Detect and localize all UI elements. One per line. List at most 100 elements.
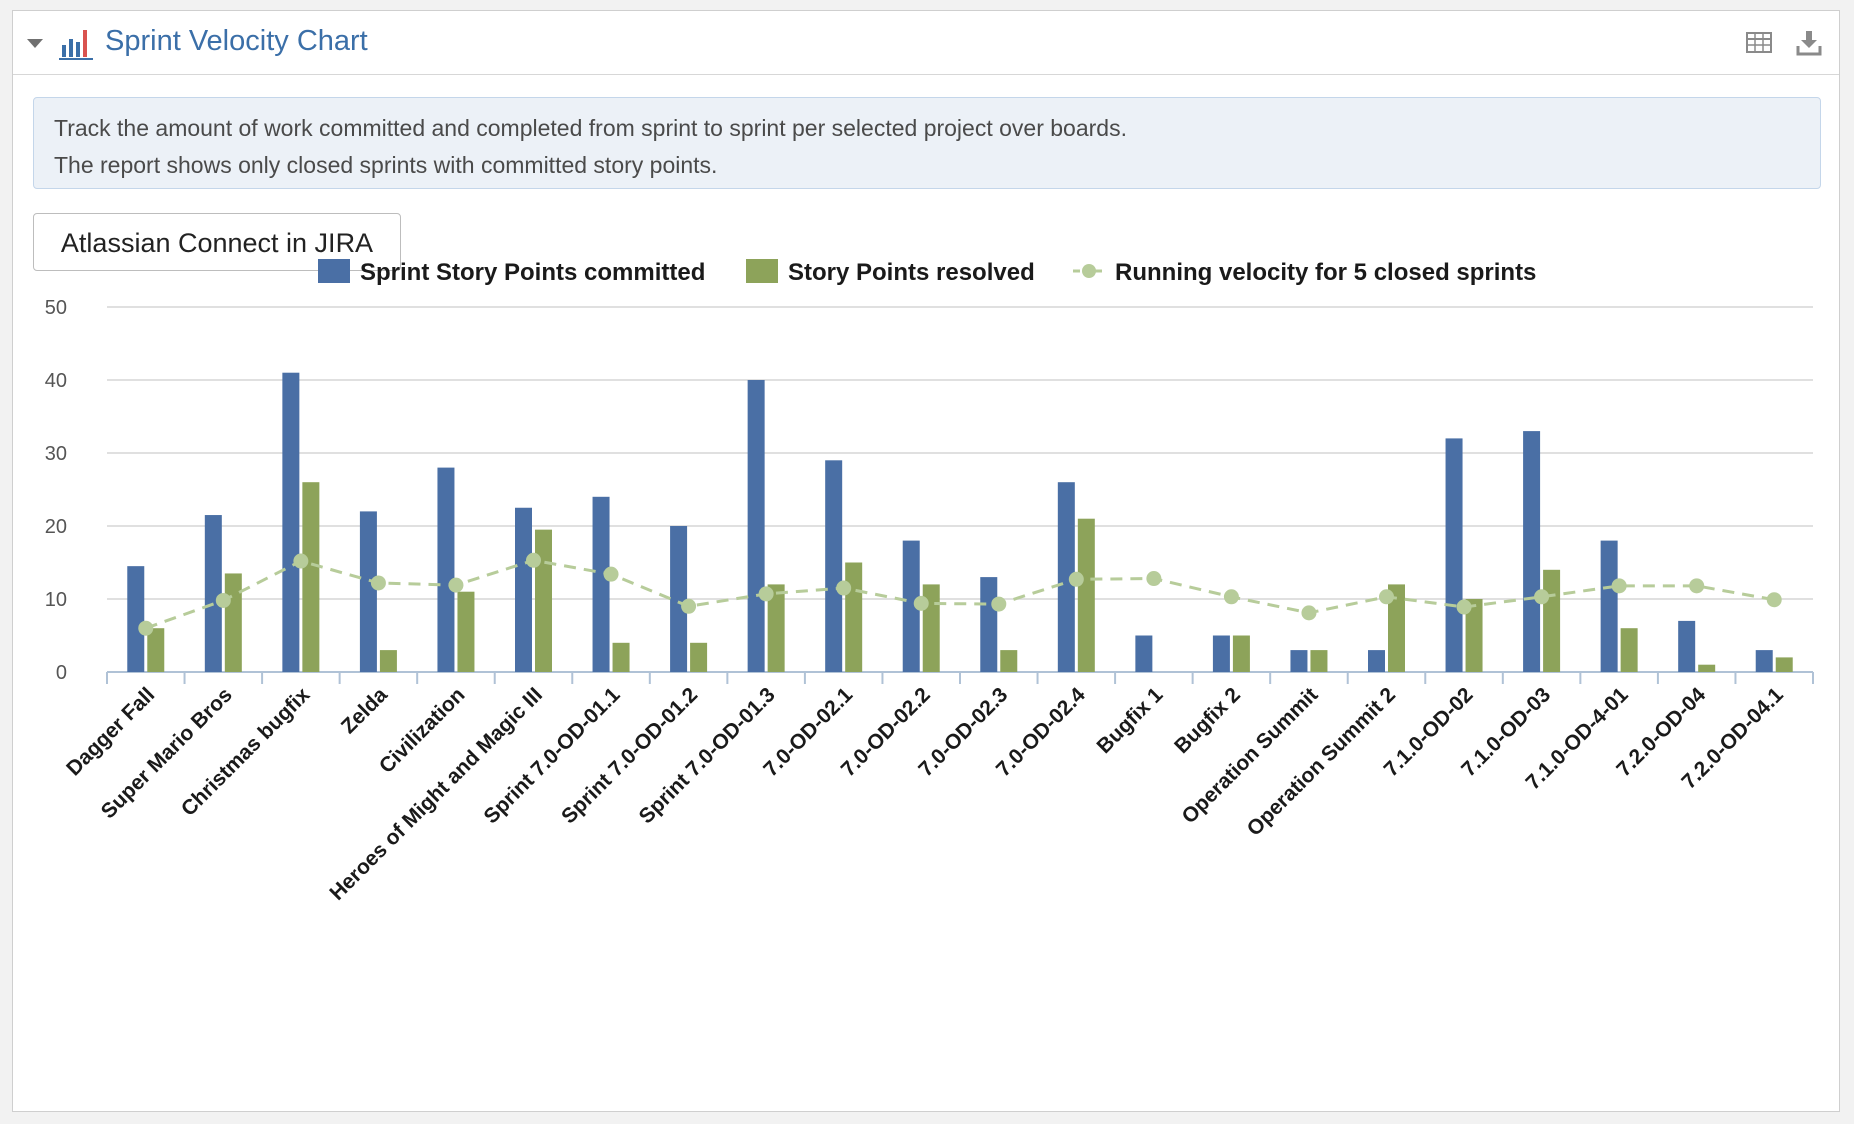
legend-label: Sprint Story Points committed	[360, 259, 705, 286]
download-icon[interactable]	[1795, 29, 1823, 57]
y-tick-label: 40	[45, 370, 67, 392]
bar-resolved[interactable]	[1775, 657, 1793, 672]
bar-committed[interactable]	[1678, 620, 1696, 672]
x-tick-label: Christmas bugfix	[177, 683, 315, 821]
velocity-point[interactable]	[758, 586, 774, 602]
bar-committed[interactable]	[825, 460, 843, 672]
x-tick-label: Bugfix 1	[1093, 683, 1168, 758]
info-box: Track the amount of work committed and c…	[33, 97, 1821, 189]
info-line-1: Track the amount of work committed and c…	[54, 115, 1127, 141]
velocity-point[interactable]	[1068, 571, 1084, 587]
panel-title[interactable]: Sprint Velocity Chart	[105, 25, 368, 57]
bar-committed[interactable]	[1212, 635, 1230, 673]
chart-legend: Sprint Story Points committed Story Point…	[318, 259, 1536, 286]
caret-down-icon[interactable]	[27, 39, 43, 48]
x-tick-label: Super Mario Bros	[97, 683, 237, 823]
legend-item-committed[interactable]: Sprint Story Points committed	[318, 259, 705, 286]
bar-committed[interactable]	[1600, 540, 1618, 672]
velocity-point[interactable]	[1534, 589, 1550, 605]
bar-resolved[interactable]	[147, 628, 165, 672]
legend-swatch-marker	[1082, 264, 1096, 278]
panel-header: Sprint Velocity Chart	[13, 11, 1839, 75]
velocity-point[interactable]	[836, 580, 852, 596]
bar-committed[interactable]	[127, 566, 145, 672]
velocity-point[interactable]	[138, 620, 154, 636]
bar-resolved[interactable]	[1232, 635, 1250, 673]
bar-resolved[interactable]	[1000, 650, 1018, 672]
velocity-point[interactable]	[526, 552, 541, 568]
info-line-2: The report shows only closed sprints wit…	[54, 152, 718, 178]
velocity-point[interactable]	[1379, 589, 1394, 605]
velocity-point[interactable]	[991, 596, 1007, 612]
bar-resolved[interactable]	[767, 584, 785, 672]
velocity-point[interactable]	[1611, 578, 1627, 594]
velocity-series	[138, 552, 1782, 636]
bar-committed[interactable]	[515, 507, 532, 672]
bar-resolved[interactable]	[1465, 599, 1483, 672]
bar-resolved[interactable]	[1077, 518, 1095, 672]
velocity-chart: Sprint Story Points committed Story Point…	[45, 259, 1814, 905]
velocity-point[interactable]	[293, 553, 309, 569]
bar-resolved[interactable]	[1698, 664, 1716, 672]
velocity-point[interactable]	[1223, 589, 1239, 605]
bar-committed[interactable]	[980, 577, 998, 672]
table-icon[interactable]	[1745, 29, 1773, 55]
bar-resolved[interactable]	[302, 482, 320, 672]
bar-resolved[interactable]	[379, 650, 397, 672]
bar-committed[interactable]	[1755, 650, 1773, 672]
y-tick-label: 50	[45, 297, 67, 319]
bar-committed[interactable]	[1523, 431, 1541, 672]
y-tick-label: 30	[45, 443, 67, 465]
bar-resolved[interactable]	[535, 529, 552, 672]
y-tick-label: 20	[45, 516, 67, 538]
legend-swatch	[746, 259, 778, 283]
velocity-point[interactable]	[603, 566, 619, 582]
bar-committed[interactable]	[1445, 438, 1463, 672]
velocity-point[interactable]	[1766, 592, 1782, 608]
bar-committed[interactable]	[902, 540, 920, 672]
velocity-line	[145, 558, 1775, 630]
velocity-point[interactable]	[215, 592, 231, 608]
bar-resolved[interactable]	[457, 591, 475, 672]
bar-committed[interactable]	[437, 467, 455, 672]
bar-resolved[interactable]	[690, 642, 708, 672]
bar-resolved[interactable]	[612, 642, 630, 672]
bar-committed[interactable]	[1135, 635, 1153, 673]
bar-resolved[interactable]	[1543, 569, 1561, 672]
bar-committed[interactable]	[204, 515, 222, 672]
bar-committed[interactable]	[282, 372, 300, 672]
velocity-point[interactable]	[1146, 571, 1162, 587]
bar-committed[interactable]	[1057, 482, 1075, 672]
bar-committed[interactable]	[1290, 650, 1308, 672]
x-tick-label: Sprint 7.0-OD-01.1	[480, 683, 625, 828]
bar-committed[interactable]	[1368, 650, 1385, 672]
legend-label: Story Points resolved	[788, 259, 1035, 286]
bar-resolved[interactable]	[224, 573, 242, 672]
legend-item-velocity[interactable]: Running velocity for 5 closed sprints	[1073, 259, 1536, 286]
velocity-point[interactable]	[1689, 578, 1705, 594]
y-tick-label: 10	[45, 589, 67, 611]
bar-resolved[interactable]	[1388, 584, 1405, 672]
x-tick-label: Operation Summit	[1178, 683, 1323, 828]
velocity-point[interactable]	[448, 577, 464, 593]
chart-bars	[127, 372, 1793, 673]
velocity-chart-panel: Sprint Velocity Chart Track the amount o…	[12, 10, 1840, 1112]
bar-committed[interactable]	[359, 511, 377, 672]
x-tick-label: Sprint 7.0-OD-01.3	[635, 683, 780, 828]
velocity-point[interactable]	[1301, 605, 1317, 621]
bar-committed[interactable]	[670, 526, 688, 672]
bar-resolved[interactable]	[1310, 650, 1328, 672]
y-tick-label: 0	[56, 662, 67, 684]
bar-resolved[interactable]	[1620, 628, 1638, 672]
velocity-point[interactable]	[370, 575, 386, 591]
x-tick-label: Operation Summit 2	[1243, 683, 1400, 840]
velocity-point[interactable]	[681, 598, 697, 614]
bar-resolved[interactable]	[845, 562, 863, 673]
velocity-point[interactable]	[1456, 599, 1472, 615]
bar-committed[interactable]	[747, 380, 765, 672]
bar-committed[interactable]	[592, 496, 610, 672]
velocity-point[interactable]	[913, 595, 929, 611]
legend-item-resolved[interactable]: Story Points resolved	[746, 259, 1035, 286]
bar-chart-icon	[59, 30, 93, 60]
